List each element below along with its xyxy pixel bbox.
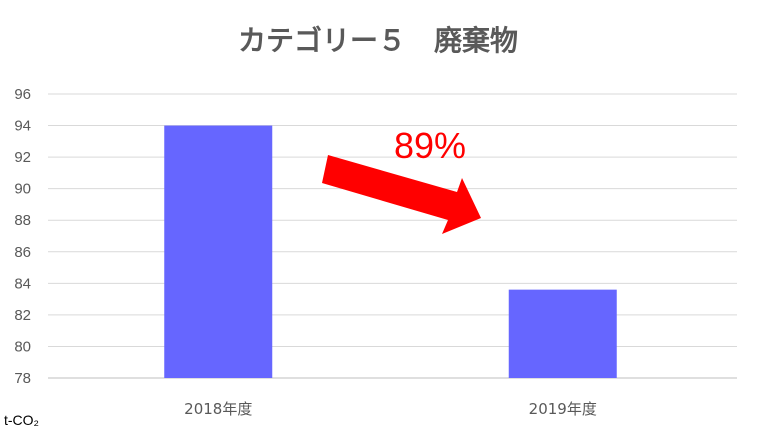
y-tick-label: 86 bbox=[14, 244, 31, 261]
x-category-label: 2018年度 bbox=[184, 400, 252, 418]
y-tick-label: 92 bbox=[14, 149, 31, 166]
x-category-label: 2019年度 bbox=[529, 400, 597, 418]
decrease-arrow bbox=[322, 155, 481, 234]
chart-title: カテゴリー５ 廃棄物 bbox=[238, 24, 518, 57]
y-tick-label: 78 bbox=[14, 370, 31, 387]
x-axis-categories: 2018年度 2019年度 bbox=[184, 400, 597, 418]
y-tick-label: 84 bbox=[14, 275, 31, 292]
y-axis-unit-label: t-CO₂ bbox=[4, 412, 39, 428]
y-tick-label: 88 bbox=[14, 212, 31, 229]
y-tick-label: 94 bbox=[14, 118, 31, 135]
y-axis-ticks: 78 80 82 84 86 88 90 92 94 96 bbox=[14, 86, 31, 387]
bar bbox=[164, 125, 273, 378]
y-tick-label: 82 bbox=[14, 307, 31, 324]
gridlines bbox=[48, 93, 737, 379]
bars bbox=[164, 125, 617, 378]
annotation-percentage: 89% bbox=[394, 125, 466, 166]
y-tick-label: 96 bbox=[14, 86, 31, 103]
bar bbox=[508, 289, 617, 378]
y-tick-label: 80 bbox=[14, 338, 31, 355]
y-tick-label: 90 bbox=[14, 181, 31, 198]
